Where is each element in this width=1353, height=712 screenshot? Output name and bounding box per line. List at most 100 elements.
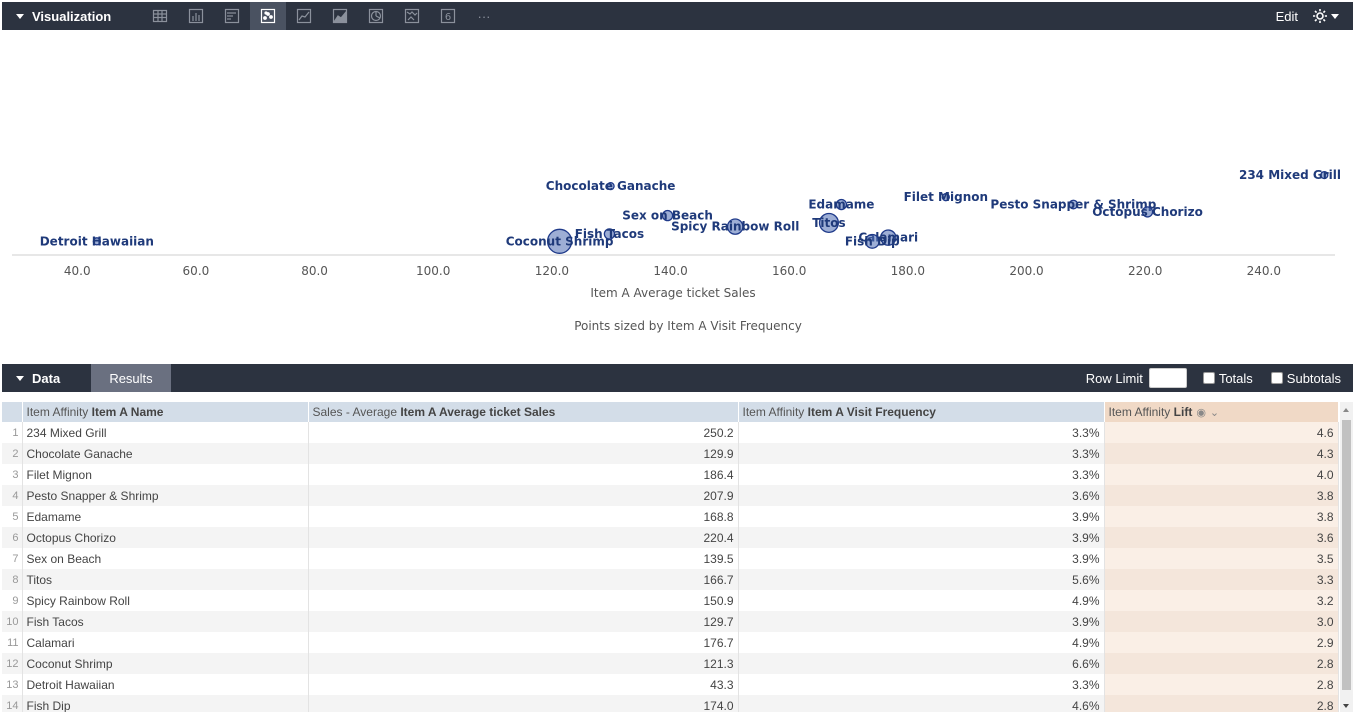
x-tick-label: 160.0	[772, 264, 806, 278]
cell-visit-frequency: 3.3%	[738, 443, 1105, 464]
column-header-visit-frequency[interactable]: Item Affinity Item A Visit Frequency	[738, 402, 1105, 422]
single-value-icon[interactable]: 6	[430, 2, 466, 30]
cell-item-name: Chocolate Ganache	[22, 443, 309, 464]
cell-item-name: Titos	[22, 569, 309, 590]
table-scrollbar[interactable]	[1340, 402, 1353, 712]
table-row[interactable]: 10 Fish Tacos 129.7 3.9% 3.0	[2, 611, 1339, 632]
totals-label: Totals	[1218, 370, 1253, 386]
scatter-point[interactable]	[606, 181, 615, 191]
visualization-type-toolbar: 6 ···	[142, 2, 502, 30]
table-row[interactable]: 1 234 Mixed Grill 250.2 3.3% 4.6	[2, 422, 1339, 443]
table-row[interactable]: 9 Spicy Rainbow Roll 150.9 4.9% 3.2	[2, 590, 1339, 611]
cell-lift: 2.8	[1104, 695, 1339, 712]
column-prefix: Item Affinity	[26, 405, 89, 419]
cell-average-ticket-sales: 250.2	[308, 422, 739, 443]
scroll-thumb[interactable]	[1342, 420, 1351, 690]
table-row[interactable]: 12 Coconut Shrimp 121.3 6.6% 2.8	[2, 653, 1339, 674]
cell-average-ticket-sales: 186.4	[308, 464, 739, 485]
cell-average-ticket-sales: 174.0	[308, 695, 739, 712]
x-axis-title: Item A Average ticket Sales	[590, 286, 755, 300]
scroll-up-arrow-icon[interactable]	[1343, 408, 1349, 412]
scatter-point[interactable]	[1068, 199, 1079, 210]
totals-checkbox[interactable]	[1202, 372, 1215, 384]
row-index: 8	[2, 569, 23, 590]
x-tick-label: 120.0	[535, 264, 569, 278]
subtotals-checkbox[interactable]	[1270, 372, 1283, 384]
scatter-point[interactable]	[1141, 206, 1154, 218]
results-table: Item Affinity Item A Name Sales - Averag…	[2, 402, 1339, 712]
cell-average-ticket-sales: 129.9	[308, 443, 739, 464]
row-limit-input[interactable]	[1148, 368, 1187, 388]
scatter-point[interactable]	[818, 212, 840, 233]
point-label: Filet Mignon	[904, 190, 988, 204]
table-row[interactable]: 11 Calamari 176.7 4.9% 2.9	[2, 632, 1339, 653]
cell-lift: 3.3	[1104, 569, 1339, 590]
column-header-item-a-name[interactable]: Item Affinity Item A Name	[22, 402, 309, 422]
more-icon[interactable]: ···	[477, 8, 491, 24]
map-icon[interactable]	[394, 2, 430, 30]
table-row[interactable]: 3 Filet Mignon 186.4 3.3% 4.0	[2, 464, 1339, 485]
tab-results[interactable]: Results	[91, 364, 171, 392]
table-row[interactable]: 7 Sex on Beach 139.5 3.9% 3.5	[2, 548, 1339, 569]
row-index: 14	[2, 695, 23, 712]
cell-lift: 3.8	[1104, 485, 1339, 506]
row-index: 10	[2, 611, 23, 632]
table-row[interactable]: 6 Octopus Chorizo 220.4 3.9% 3.6	[2, 527, 1339, 548]
scatter-point[interactable]	[1320, 170, 1329, 180]
table-view-icon[interactable]	[142, 2, 178, 30]
scatter-chart-icon[interactable]	[250, 2, 286, 30]
cell-lift: 3.8	[1104, 506, 1339, 527]
point-label: Fish Tacos	[575, 227, 644, 241]
cell-average-ticket-sales: 220.4	[308, 527, 739, 548]
sort-descending-icon[interactable]: ⌄	[1209, 407, 1220, 419]
scatter-point[interactable]	[661, 209, 674, 222]
table-row[interactable]: 13 Detroit Hawaiian 43.3 3.3% 2.8	[2, 674, 1339, 695]
visualization-toggle[interactable]: Visualization	[2, 9, 142, 24]
scatter-point[interactable]	[726, 218, 744, 235]
cell-average-ticket-sales: 43.3	[308, 674, 739, 695]
column-chart-icon[interactable]	[178, 2, 214, 30]
cell-lift: 4.6	[1104, 422, 1339, 443]
scatter-chart: 40.0 60.0 80.0 100.0 120.0 140.0 160.0 180.0 200…	[12, 168, 1341, 333]
cell-lift: 4.3	[1104, 443, 1339, 464]
visualization-title: Visualization	[32, 8, 112, 24]
row-index: 7	[2, 548, 23, 569]
table-row[interactable]: 14 Fish Dip 174.0 4.6% 2.8	[2, 695, 1339, 712]
cell-visit-frequency: 3.9%	[738, 506, 1105, 527]
pie-chart-icon[interactable]	[358, 2, 394, 30]
cell-average-ticket-sales: 150.9	[308, 590, 739, 611]
table-row[interactable]: 4 Pesto Snapper & Shrimp 207.9 3.6% 3.8	[2, 485, 1339, 506]
cell-item-name: Coconut Shrimp	[22, 653, 309, 674]
cell-average-ticket-sales: 166.7	[308, 569, 739, 590]
column-header-lift[interactable]: Item Affinity Lift ◉ ⌄	[1104, 402, 1339, 422]
x-tick-label: 140.0	[653, 264, 687, 278]
scatter-point[interactable]	[941, 193, 950, 202]
column-header-average-ticket-sales[interactable]: Sales - Average Item A Average ticket Sa…	[308, 402, 739, 422]
scatter-point[interactable]	[864, 233, 880, 249]
scatter-point[interactable]	[603, 228, 616, 240]
cell-item-name: Octopus Chorizo	[22, 527, 309, 548]
point-label: Pesto Snapper & Shrimp	[990, 198, 1156, 212]
scatter-point[interactable]	[879, 229, 897, 246]
settings-menu[interactable]	[1312, 8, 1339, 24]
scatter-point[interactable]	[92, 237, 101, 246]
table-header-row: Item Affinity Item A Name Sales - Averag…	[2, 402, 1339, 422]
cell-visit-frequency: 3.6%	[738, 485, 1105, 506]
scroll-down-arrow-icon[interactable]	[1343, 704, 1349, 708]
data-toggle[interactable]: Data	[2, 364, 91, 392]
table-row[interactable]: 2 Chocolate Ganache 129.9 3.3% 4.3	[2, 443, 1339, 464]
table-row[interactable]: 8 Titos 166.7 5.6% 3.3	[2, 569, 1339, 590]
column-prefix: Item Affinity	[742, 405, 805, 419]
edit-button[interactable]: Edit	[1275, 8, 1298, 24]
caret-down-icon	[16, 13, 24, 19]
cell-lift: 3.2	[1104, 590, 1339, 611]
cell-item-name: Edamame	[22, 506, 309, 527]
cell-visit-frequency: 5.6%	[738, 569, 1105, 590]
scatter-point[interactable]	[546, 228, 573, 254]
area-chart-icon[interactable]	[322, 2, 358, 30]
table-row[interactable]: 5 Edamame 168.8 3.9% 3.8	[2, 506, 1339, 527]
scatter-point[interactable]	[835, 198, 848, 211]
bar-chart-icon[interactable]	[214, 2, 250, 30]
line-chart-icon[interactable]	[286, 2, 322, 30]
eye-icon[interactable]: ◉	[1196, 407, 1206, 419]
